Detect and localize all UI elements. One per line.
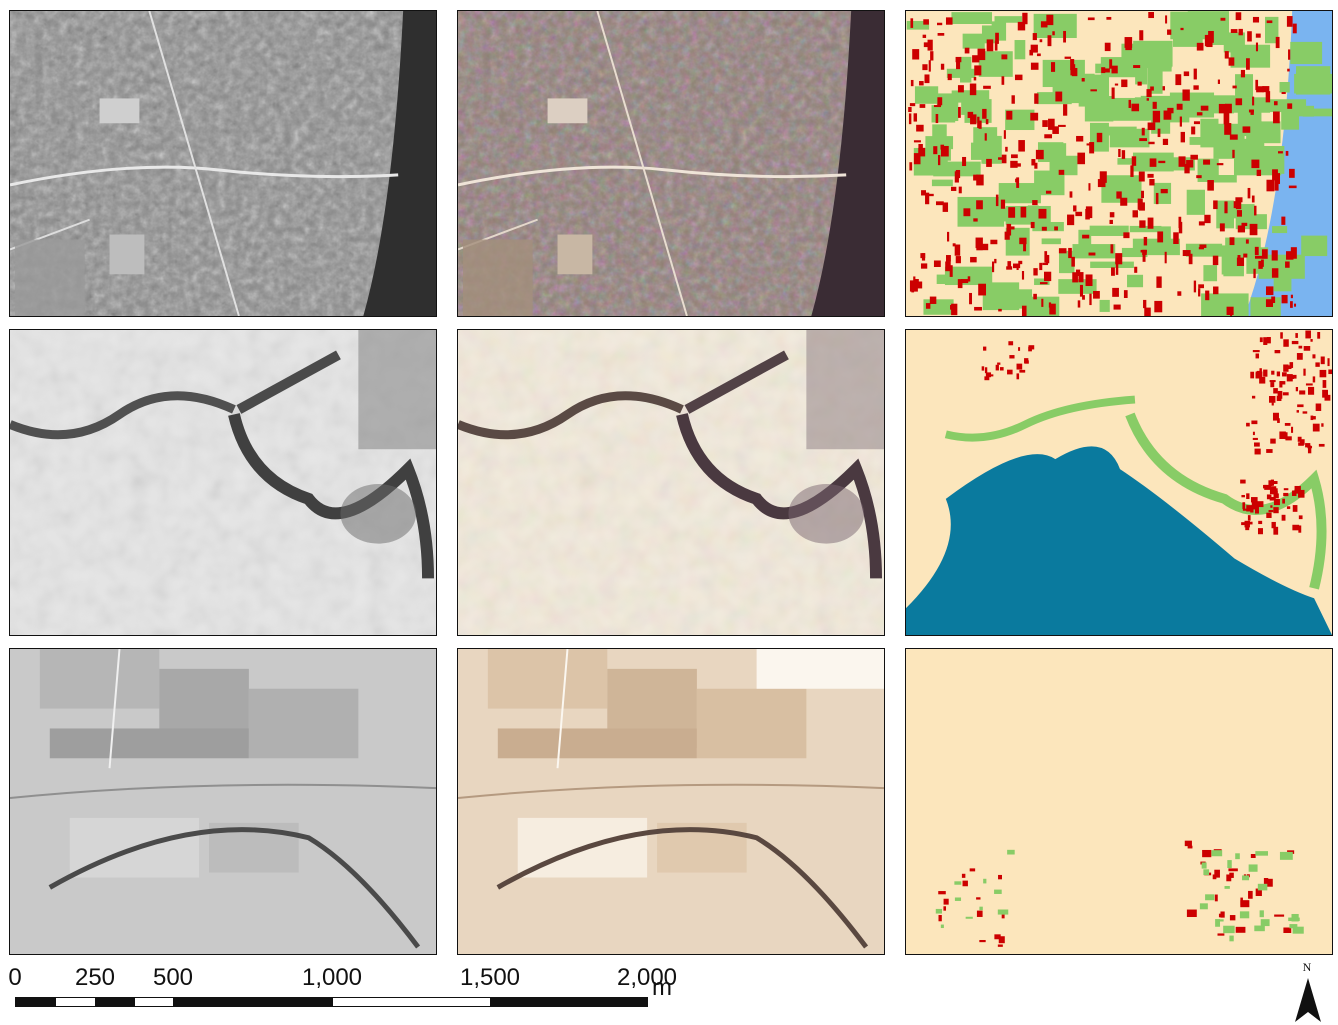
scale-tick-label: 0 — [8, 964, 22, 991]
north-label: N — [1302, 960, 1312, 974]
classification-map-fields — [905, 648, 1333, 955]
scale-tick-label: 250 — [74, 964, 116, 991]
aerial-gray-urban — [9, 10, 437, 317]
aerial-color-river — [457, 329, 885, 636]
north-arrow-icon — [1295, 978, 1321, 1022]
scale-segment — [55, 997, 96, 1007]
scale-bar: 0 250 500 1,000 1,500 2,000 m — [0, 960, 720, 1025]
aerial-gray-fields — [9, 648, 437, 955]
aerial-color-fields — [457, 648, 885, 955]
aerial-color-urban — [457, 10, 885, 317]
classification-map-urban — [905, 10, 1333, 317]
scale-segment — [134, 997, 174, 1007]
north-arrow: N — [1292, 960, 1328, 1022]
aerial-gray-river — [9, 329, 437, 636]
classification-map-river — [905, 329, 1333, 636]
scale-segment — [490, 997, 648, 1007]
scale-segment — [95, 997, 135, 1007]
scale-segment — [173, 997, 333, 1007]
scale-tick-label: 1,500 — [459, 964, 521, 991]
scale-tick-label: 500 — [152, 964, 194, 991]
scale-unit-label: m — [652, 974, 672, 1001]
scale-segment — [332, 997, 491, 1007]
scale-segment — [15, 997, 56, 1007]
scale-tick-label: 1,000 — [301, 964, 363, 991]
scale-tick-label: 2,000 — [616, 964, 678, 991]
